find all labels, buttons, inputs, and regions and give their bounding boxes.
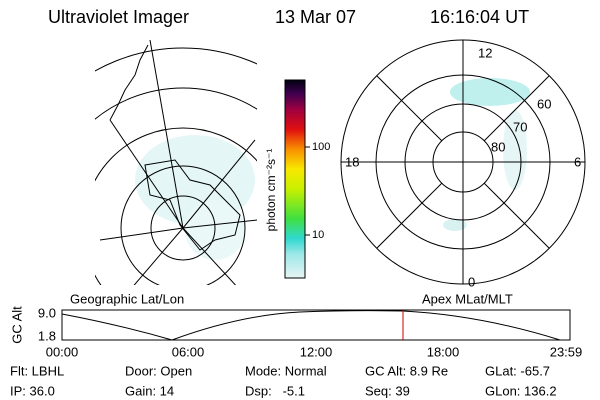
colorbar-tick-label: 100	[312, 141, 330, 153]
info-field: Dsp: -5.1	[245, 383, 305, 398]
mlt-label: 0	[468, 274, 475, 289]
lat-label: 80	[491, 139, 505, 154]
polar-plot	[340, 39, 586, 285]
info-field: Gain: 14	[125, 383, 174, 398]
y-tick-label: 9.0	[38, 305, 56, 320]
timeline-left-label: Geographic Lat/Lon	[70, 291, 184, 306]
geographic-map	[95, 40, 257, 285]
x-tick-label: 06:00	[172, 344, 205, 359]
info-field: Seq: 39	[365, 383, 410, 398]
y-tick-label: 1.8	[38, 328, 56, 343]
timeline-box	[61, 309, 571, 341]
x-tick-label: 23:59	[550, 344, 583, 359]
info-field: GLon: 136.2	[485, 383, 557, 398]
lat-label: 70	[513, 119, 527, 134]
info-field: Mode: Normal	[245, 363, 327, 378]
mlt-label: 12	[478, 45, 492, 60]
date: 13 Mar 07	[275, 7, 356, 27]
colorbar-tick-label: 10	[312, 229, 324, 241]
timeline-axis-label: GC Alt	[9, 306, 24, 344]
info-field: Door: Open	[125, 363, 192, 378]
time: 16:16:04 UT	[430, 7, 529, 27]
x-tick-label: 12:00	[300, 344, 333, 359]
colorbar-label: photon cm⁻²s⁻¹	[264, 149, 278, 232]
mlt-label: 18	[345, 154, 359, 169]
info-field: Flt: LBHL	[10, 363, 64, 378]
info-panel: Flt: LBHL Door: Open Mode: Normal GC Alt: 8…	[10, 363, 557, 398]
x-tick-label: 00:00	[46, 344, 79, 359]
info-field: GC Alt: 8.9 Re	[365, 363, 448, 378]
title: Ultraviolet Imager	[48, 7, 189, 27]
info-field: IP: 36.0	[10, 383, 55, 398]
colorbar	[284, 79, 306, 279]
timeline-right-label: Apex MLat/MLT	[422, 291, 513, 306]
x-tick-label: 18:00	[427, 344, 460, 359]
altitude-curve	[61, 310, 561, 341]
lat-label: 60	[537, 96, 551, 111]
mlt-label: 6	[574, 154, 581, 169]
info-field: GLat: -65.7	[485, 363, 550, 378]
